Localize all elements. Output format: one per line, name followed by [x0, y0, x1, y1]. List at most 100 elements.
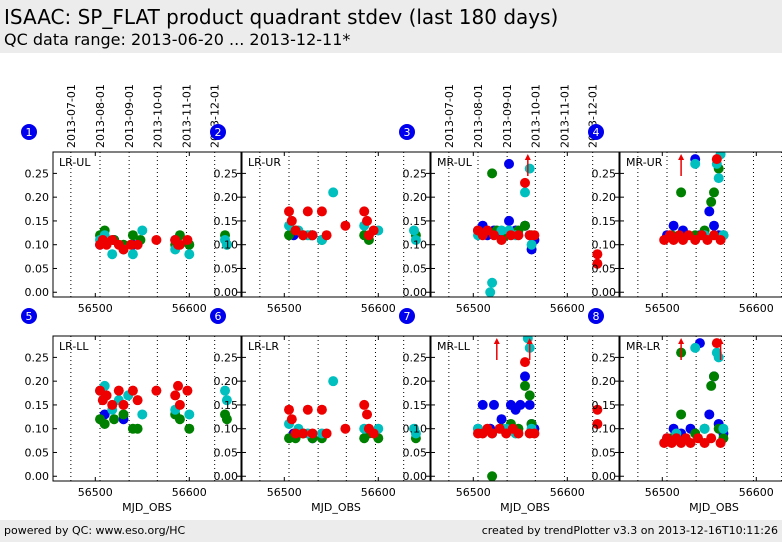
data-point-blue [704, 409, 715, 420]
y-tick-label: 0.20 [214, 191, 239, 204]
chart-grid: 0.00 0.05 0.10 0.15 0.20 0.25 56500 56600 2013-0… [21, 84, 782, 514]
y-tick-label: 0.20 [592, 375, 617, 388]
data-point-red [118, 244, 129, 255]
outlier-arrow-head [493, 338, 500, 344]
data-point-red [284, 206, 294, 217]
y-tick-label: 0.25 [403, 351, 428, 364]
data-point-green [174, 414, 185, 425]
y-tick-label: 0.05 [403, 262, 428, 275]
data-point-cyan [184, 249, 195, 260]
data-point-red [368, 225, 379, 236]
x-axis-label: MJD_OBS [122, 501, 172, 514]
data-point-red [592, 258, 603, 269]
y-tick-label: 0.05 [592, 446, 617, 459]
footer-bar: powered by QC: www.eso.org/HC created by… [0, 520, 782, 542]
data-point-red [715, 234, 726, 245]
data-points [473, 158, 603, 297]
data-point-cyan [410, 428, 421, 439]
data-point-cyan [184, 409, 195, 420]
data-point-red [182, 385, 193, 396]
data-point-red [151, 234, 162, 245]
date-tick-label: 2013-07-01 [443, 84, 456, 148]
date-tick-label: 2013-10-01 [151, 84, 164, 148]
footer-timestamp: created by trendPlotter v3.3 on 2013-12-… [481, 524, 778, 537]
y-tick-label: 0.15 [25, 399, 50, 412]
panel-number-badge [399, 308, 415, 324]
page-title: ISAAC: SP_FLAT product quadrant stdev (l… [4, 5, 559, 29]
data-point-cyan [690, 158, 701, 169]
data-point-red [182, 234, 193, 245]
data-point-green [520, 380, 530, 391]
panel-label: LR-UL [59, 156, 91, 169]
data-point-blue [504, 158, 515, 169]
y-tick-label: 0.05 [592, 262, 617, 275]
data-point-red [592, 418, 603, 429]
panel-number: 5 [26, 310, 33, 323]
y-tick-label: 0.20 [214, 375, 239, 388]
data-point-cyan [127, 249, 138, 260]
panel-number-badge [399, 124, 415, 140]
data-point-green [487, 168, 498, 179]
data-point-red [359, 399, 370, 410]
y-tick-label: 0.00 [25, 286, 50, 299]
panel-3: 0.00 0.05 0.10 0.15 0.20 0.25 56500 56600 2013-0… [399, 84, 620, 315]
data-points [95, 380, 232, 434]
y-tick-label: 0.25 [25, 351, 50, 364]
data-point-green [706, 380, 717, 391]
data-point-red [368, 428, 379, 439]
data-point-red [101, 390, 112, 401]
footer-credit[interactable]: powered by QC: www.eso.org/HC [4, 524, 186, 537]
y-tick-label: 0.10 [25, 423, 50, 436]
plot-frame [241, 151, 431, 298]
date-tick-label: 2013-08-01 [94, 84, 107, 148]
x-tick-label: 56600 [361, 302, 396, 315]
panel-number-badge [588, 124, 604, 140]
plot-frame [619, 151, 782, 298]
data-point-green [709, 371, 719, 382]
header-bar: ISAAC: SP_FLAT product quadrant stdev (l… [0, 0, 782, 53]
data-point-green [118, 409, 129, 420]
data-point-red [151, 385, 162, 396]
data-point-cyan [410, 234, 421, 245]
panel-label: LR-LR [248, 340, 279, 353]
panel-number-badge [210, 124, 226, 140]
y-tick-label: 0.10 [214, 423, 239, 436]
data-point-red [513, 230, 524, 241]
data-point-cyan [137, 409, 148, 420]
data-point-red [307, 428, 318, 439]
data-point-green [132, 423, 143, 434]
y-tick-label: 0.10 [592, 423, 617, 436]
y-tick-label: 0.25 [214, 167, 239, 180]
x-tick-label: 56500 [78, 486, 113, 499]
x-tick-label: 56500 [267, 302, 302, 315]
data-point-red [529, 230, 540, 241]
y-tick-label: 0.00 [214, 470, 239, 483]
panel-number: 3 [404, 126, 411, 139]
y-tick-label: 0.00 [592, 286, 617, 299]
y-tick-label: 0.20 [25, 191, 50, 204]
panel-label: LR-LL [59, 340, 89, 353]
data-point-blue [504, 215, 515, 226]
data-point-red [362, 409, 373, 420]
data-point-red [592, 249, 603, 260]
x-tick-label: 56600 [550, 486, 585, 499]
y-tick-label: 0.00 [592, 470, 617, 483]
plot-frame [52, 335, 242, 482]
y-tick-label: 0.00 [403, 470, 428, 483]
x-axis-label: MJD_OBS [689, 501, 739, 514]
x-tick-label: 56600 [550, 302, 585, 315]
x-tick-label: 56500 [456, 302, 491, 315]
data-points [284, 187, 421, 245]
data-point-blue [515, 399, 526, 410]
data-point-red [321, 230, 332, 241]
panel-number-badge [588, 308, 604, 324]
data-point-green [676, 187, 687, 198]
y-tick-label: 0.10 [25, 239, 50, 252]
data-point-green [99, 418, 110, 429]
data-point-green [520, 220, 530, 231]
y-tick-label: 0.25 [592, 167, 617, 180]
y-tick-label: 0.10 [592, 239, 617, 252]
y-tick-label: 0.10 [214, 239, 239, 252]
x-tick-label: 56500 [645, 486, 680, 499]
page-subtitle: QC data range: 2013-06-20 ... 2013-12-11… [4, 30, 351, 49]
